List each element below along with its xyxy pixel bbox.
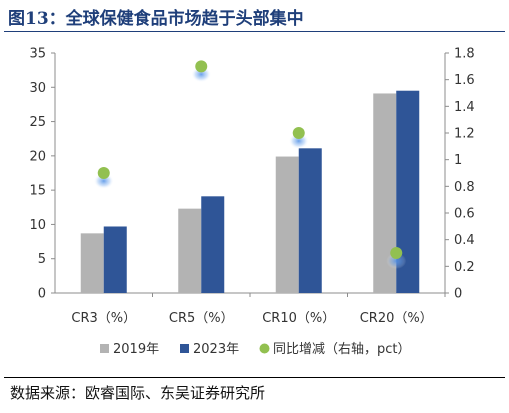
legend-label: 2019年 xyxy=(113,342,159,357)
left-tick-label: 25 xyxy=(29,115,46,130)
left-tick-label: 20 xyxy=(29,149,46,164)
source-note: 数据来源：欧睿国际、东吴证券研究所 xyxy=(10,384,266,402)
chart-title: 图13：全球保健食品市场趋于头部集中 xyxy=(8,9,304,29)
legend-swatch xyxy=(180,344,189,353)
right-tick-label: 0 xyxy=(454,287,462,302)
right-tick-label: 1.2 xyxy=(454,127,475,142)
legend-marker xyxy=(259,343,270,354)
scatter-point xyxy=(390,247,403,259)
left-tick-label: 10 xyxy=(29,218,46,233)
left-tick-label: 0 xyxy=(38,287,46,302)
right-tick-label: 0.8 xyxy=(454,180,475,195)
scatter-point xyxy=(97,167,110,179)
legend: 2019年 2023年 同比增减（右轴，pct） xyxy=(100,342,411,357)
source-divider xyxy=(4,377,505,378)
right-tick-label: 0.2 xyxy=(454,260,475,275)
legend-label: 同比增减（右轴，pct） xyxy=(273,342,411,357)
category-label: CR5（%） xyxy=(169,311,234,326)
bar-series2 xyxy=(298,148,322,293)
right-tick-label: 0.6 xyxy=(454,207,475,222)
bar-series2 xyxy=(201,196,225,293)
bar-series2 xyxy=(103,226,127,293)
right-tick-label: 1.8 xyxy=(454,47,475,62)
title-divider xyxy=(4,31,505,32)
bar-series1 xyxy=(275,156,299,293)
category-label: CR3（%） xyxy=(71,311,136,326)
point-glow xyxy=(191,66,212,83)
point-glow xyxy=(386,253,407,269)
right-tick-label: 1.6 xyxy=(454,73,475,88)
category-label: CR20（%） xyxy=(360,311,433,326)
right-tick-label: 0.4 xyxy=(454,233,475,248)
right-tick-label: 1.4 xyxy=(454,100,475,115)
category-label: CR10（%） xyxy=(262,311,335,326)
point-glow xyxy=(288,133,309,149)
left-tick-label: 5 xyxy=(38,252,46,267)
left-tick-label: 30 xyxy=(29,81,46,96)
legend-swatch xyxy=(100,344,109,353)
left-tick-label: 35 xyxy=(29,47,46,62)
bar-series1 xyxy=(373,93,397,293)
bar-series1 xyxy=(178,208,202,293)
point-glow xyxy=(93,173,114,189)
right-tick-label: 1 xyxy=(454,153,462,168)
bar-series2 xyxy=(396,90,420,293)
scatter-point xyxy=(195,60,208,73)
left-tick-label: 15 xyxy=(29,184,46,199)
plot-area: 0 5 10 15 20 25 30 35 0 0.2 0.4 0.6 0.8 1 1.2 1.4 1.6 1.8… xyxy=(29,47,474,327)
scatter-point xyxy=(292,127,305,139)
legend-label: 2023年 xyxy=(193,342,239,357)
bar-series1 xyxy=(80,233,104,293)
